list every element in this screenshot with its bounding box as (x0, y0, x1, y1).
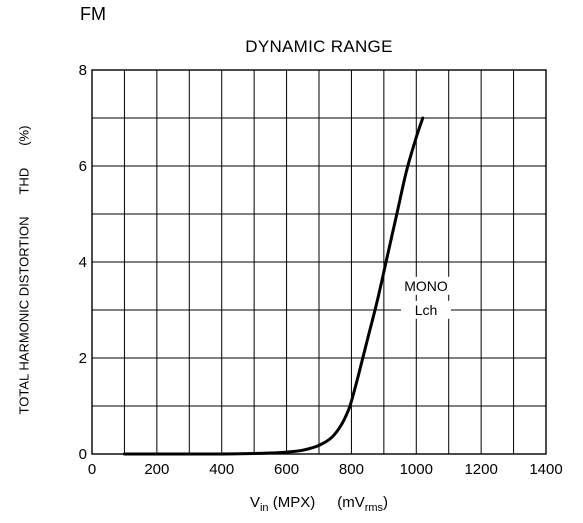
x-axis-label-main: V (249, 494, 260, 511)
corner-label: FM (80, 4, 106, 24)
y-tick-label: 0 (79, 446, 87, 463)
tick-labels: 0 200 400 600 800 1000 1200 1400 0 2 4 6 8 (79, 62, 563, 478)
chart-title: DYNAMIC RANGE (245, 37, 393, 56)
x-tick-label: 800 (339, 461, 364, 478)
x-axis-label-unit-sub: rms (364, 502, 384, 514)
x-axis-label-sub: in (259, 502, 269, 514)
x-tick-label: 400 (209, 461, 234, 478)
x-tick-label: 1200 (464, 461, 497, 478)
plot-frame (91, 69, 547, 455)
series-annotation: Lch (415, 302, 438, 318)
series-annotation: MONO (404, 278, 448, 294)
x-tick-label: 1400 (529, 461, 562, 478)
grid (91, 69, 547, 455)
annotation-backgrounds (401, 276, 452, 319)
annotation-background (401, 276, 452, 295)
y-tick-label: 2 (79, 350, 87, 367)
y-tick-label: 6 (79, 158, 87, 175)
series-line-mono-lch (122, 116, 425, 456)
x-axis-label-unit: (mV (337, 494, 365, 511)
series-layer (122, 116, 425, 456)
x-tick-label: 0 (88, 461, 96, 478)
annotations: MONO Lch (404, 278, 448, 318)
x-axis-label-unit-end: ) (383, 494, 389, 511)
x-tick-label: 600 (274, 461, 299, 478)
x-axis-label: Vin (MPX) (mVrms) (92, 494, 546, 514)
x-tick-label: 200 (144, 461, 169, 478)
y-tick-label: 8 (79, 62, 87, 79)
y-tick-label: 4 (79, 254, 87, 271)
annotation-background (401, 300, 452, 319)
x-tick-label: 1000 (400, 461, 433, 478)
x-axis-label-mid: (MPX) (268, 494, 316, 511)
